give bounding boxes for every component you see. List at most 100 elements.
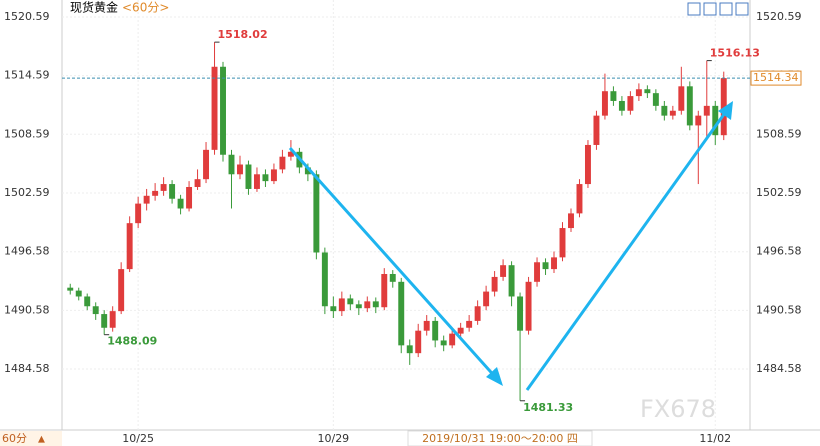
tool-button[interactable] xyxy=(735,2,749,16)
candle-body xyxy=(245,164,252,189)
candle-body xyxy=(542,262,549,270)
candle-body xyxy=(491,276,498,292)
candle-body xyxy=(84,296,91,307)
y-tick-label-right: 1502.59 xyxy=(756,186,802,199)
candle-body xyxy=(347,298,354,305)
y-tick-label-right: 1508.59 xyxy=(756,127,802,140)
candle-body xyxy=(457,327,464,334)
x-tick-label: 10/29 xyxy=(317,432,349,445)
y-tick-label: 1496.58 xyxy=(4,245,50,258)
y-tick-label: 1514.59 xyxy=(4,69,50,82)
candle-body xyxy=(432,320,439,341)
candle-body xyxy=(287,151,294,157)
candle-body xyxy=(601,91,608,116)
candle-body xyxy=(203,149,210,180)
candle-body xyxy=(398,281,405,346)
crosshair-label: 2019/10/31 19:00～20:00 四 xyxy=(422,432,578,445)
candle-body xyxy=(720,78,727,136)
candle-body xyxy=(355,304,362,309)
extreme-label: 1518.02 xyxy=(218,28,268,41)
last-price-box xyxy=(750,70,802,86)
candle-body xyxy=(449,333,456,346)
x-tick-label: 10/25 xyxy=(122,432,154,445)
y-tick-label: 1490.58 xyxy=(4,303,50,316)
candle-body xyxy=(389,273,396,282)
chart-title: 现货黄金 xyxy=(70,0,118,15)
crosshair-box xyxy=(407,430,593,446)
y-tick-label: 1484.58 xyxy=(4,362,50,375)
candle-body xyxy=(423,320,430,331)
tool-button[interactable] xyxy=(719,2,733,16)
candle-body xyxy=(517,296,524,331)
candle-body xyxy=(160,184,167,191)
candle-body xyxy=(406,345,413,354)
candle-body xyxy=(500,265,507,277)
candle-body xyxy=(508,265,515,297)
candle-body xyxy=(678,86,685,111)
candle-body xyxy=(177,198,184,209)
candle-body xyxy=(559,228,566,258)
trend-arrow xyxy=(288,146,500,382)
candle-body xyxy=(321,252,328,307)
candle-body xyxy=(627,96,634,111)
y-tick-label: 1508.59 xyxy=(4,127,50,140)
x-tick-label: 11/02 xyxy=(699,432,731,445)
candle-body xyxy=(635,89,642,97)
plot: 1520.591520.591514.591514.591508.591508.… xyxy=(4,0,802,445)
candle-body xyxy=(618,100,625,111)
y-tick-label-right: 1484.58 xyxy=(756,362,802,375)
extreme-label: 1481.33 xyxy=(523,401,573,414)
candle-body xyxy=(220,66,226,155)
candle-body xyxy=(644,89,651,94)
candle-body xyxy=(703,105,710,116)
y-tick-label-right: 1496.58 xyxy=(756,245,802,258)
candle-body xyxy=(593,115,600,145)
candle-body xyxy=(440,340,447,346)
candle-body xyxy=(211,66,218,150)
candle-body xyxy=(67,287,74,291)
tool-button[interactable] xyxy=(703,2,717,16)
y-tick-label-right: 1490.58 xyxy=(756,303,802,316)
candle-body xyxy=(415,330,422,354)
candle-body xyxy=(279,156,286,170)
candle-body xyxy=(237,164,243,175)
candle-body xyxy=(568,213,574,229)
candle-body xyxy=(534,262,541,282)
candle-body xyxy=(712,105,719,136)
candle-body xyxy=(584,144,591,185)
candle-body xyxy=(135,203,142,224)
trend-arrow xyxy=(525,109,729,391)
candle-body xyxy=(169,184,176,199)
candle-body xyxy=(330,306,337,312)
watermark: FX678 xyxy=(640,395,716,423)
candle-body xyxy=(525,281,532,331)
candle-body xyxy=(313,174,320,253)
arrow-head xyxy=(486,367,503,386)
candle-body xyxy=(364,301,371,309)
last-price-label: 1514.34 xyxy=(753,71,799,84)
period-button-label: 60分 xyxy=(2,432,27,445)
candle-body xyxy=(253,174,260,189)
candle-body xyxy=(474,306,481,321)
candle-body xyxy=(576,184,583,214)
candle-body xyxy=(466,320,473,328)
candle-body xyxy=(75,290,82,297)
candle-body xyxy=(372,301,379,308)
candle-body xyxy=(652,93,659,106)
candle-body xyxy=(483,291,490,307)
candle-body xyxy=(126,223,133,270)
y-tick-label: 1502.59 xyxy=(4,186,50,199)
candle-body xyxy=(695,115,702,126)
period-button[interactable] xyxy=(0,431,62,446)
candle-body xyxy=(669,110,676,116)
candle-body xyxy=(661,105,668,116)
candle-body xyxy=(194,179,201,187)
period-arrow: ▲ xyxy=(38,435,45,445)
candle-body xyxy=(610,91,617,101)
candle-body xyxy=(262,174,269,182)
tool-button[interactable] xyxy=(687,2,701,16)
candle-body xyxy=(152,190,159,196)
candle-body xyxy=(118,269,125,312)
